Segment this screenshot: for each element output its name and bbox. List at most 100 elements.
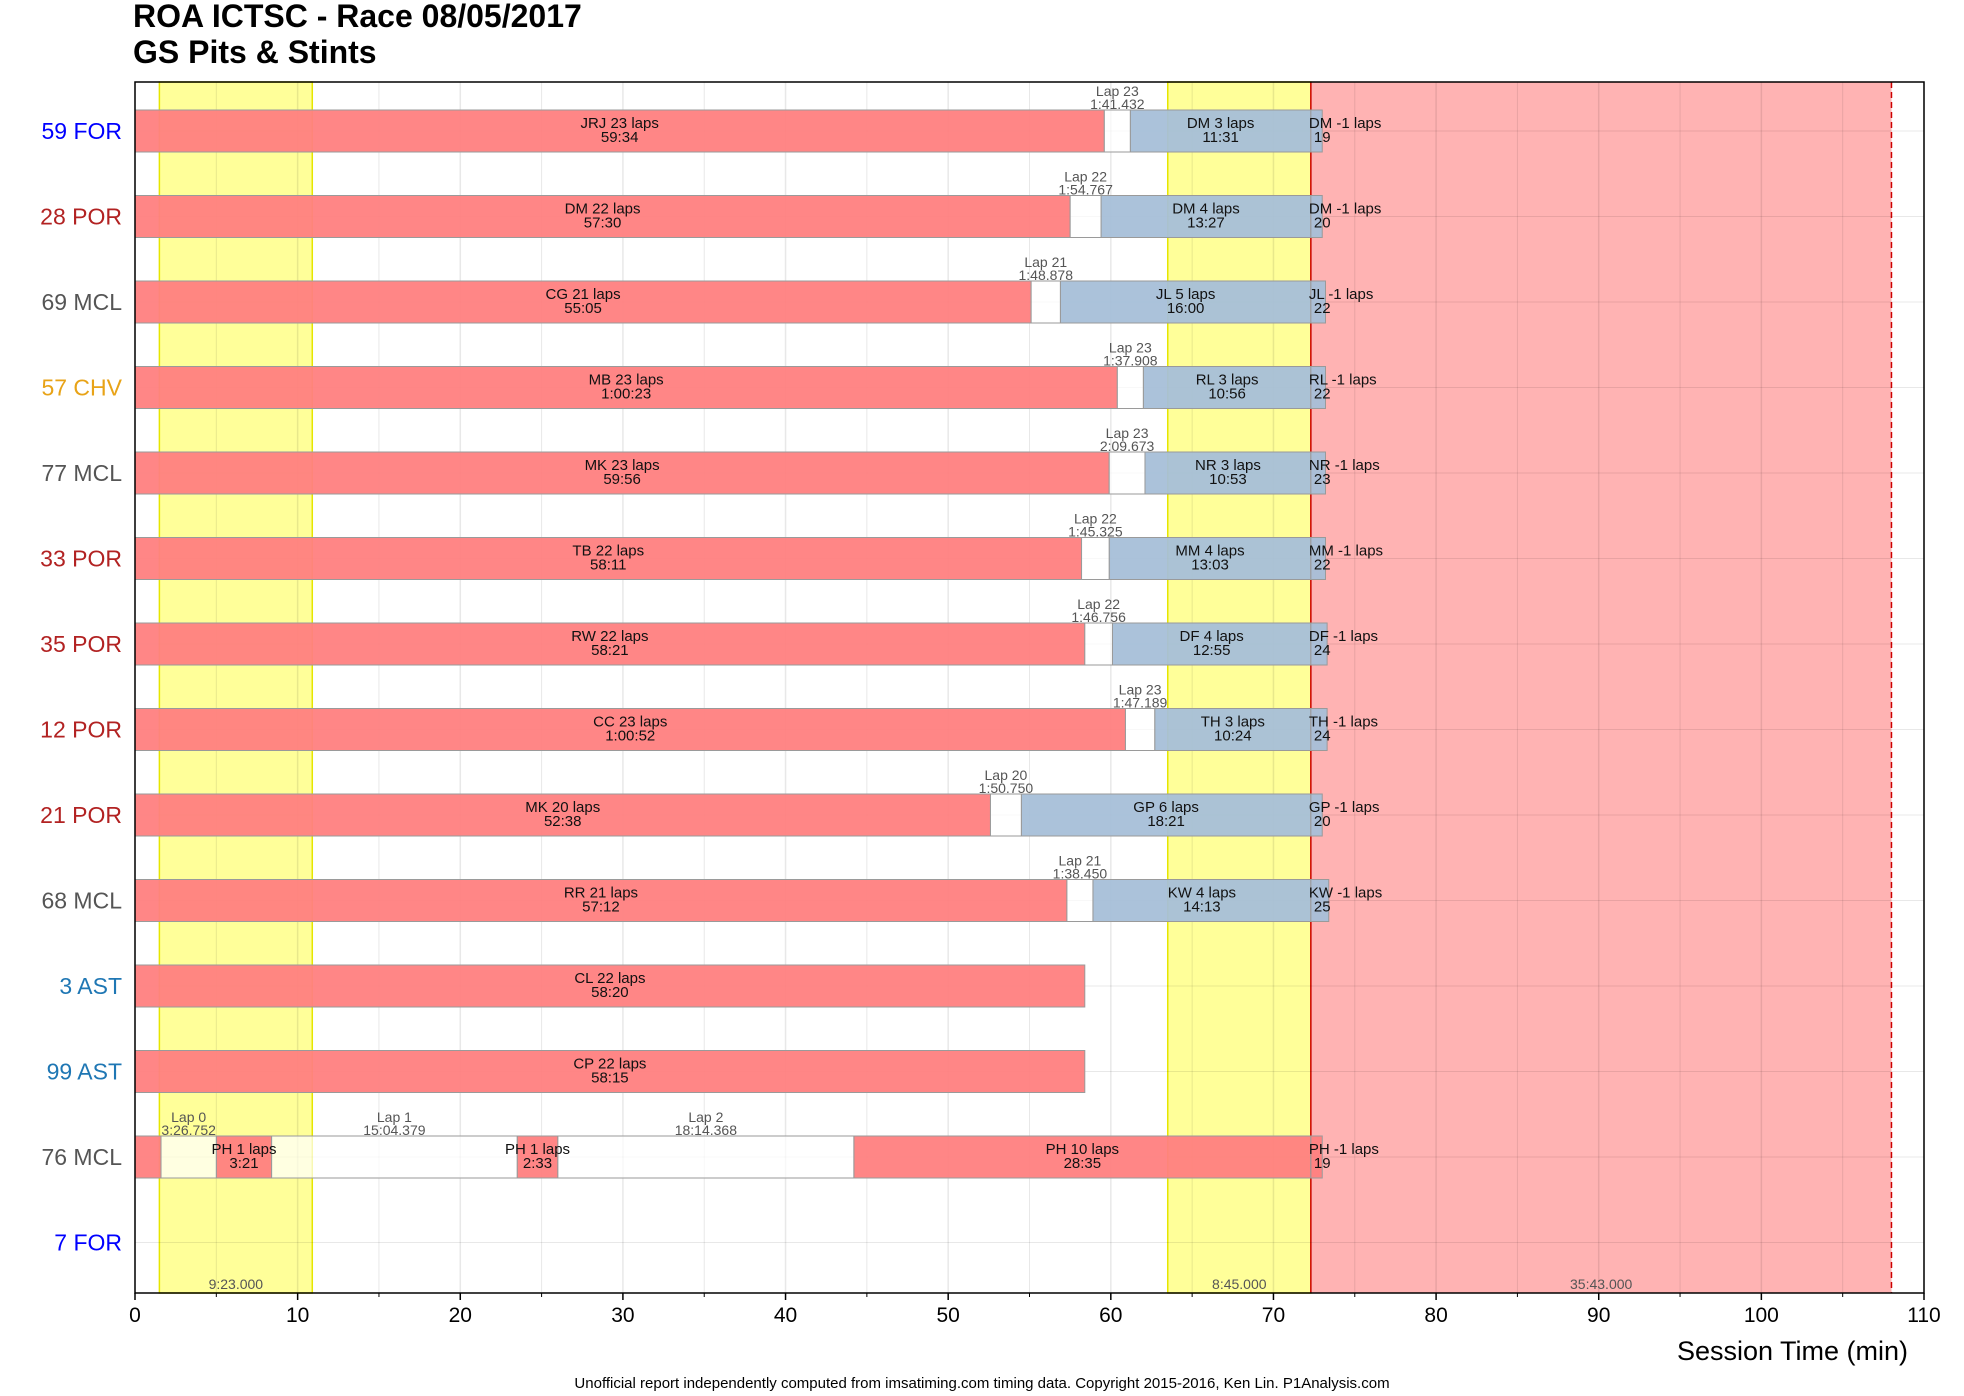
pit-bar — [1084, 622, 1113, 666]
pit-bar — [160, 1135, 217, 1179]
stint-label: JL 5 laps — [1156, 286, 1215, 303]
pit-bar — [1116, 366, 1144, 409]
x-tick-label: 90 — [1587, 1304, 1610, 1327]
pit-lap-label: Lap 22 — [1074, 511, 1117, 527]
stint-bar — [134, 1135, 162, 1179]
stint-duration: 16:00 — [1167, 300, 1205, 317]
car-label: 35 POR — [40, 631, 122, 657]
stint-bar — [134, 708, 1126, 751]
stint-duration: 24 — [1314, 728, 1331, 745]
stint-duration: 18:21 — [1147, 813, 1185, 830]
chart-title-line2: GS Pits & Stints — [133, 34, 377, 70]
pit-lap-label: Lap 23 — [1106, 425, 1149, 441]
stint-label: GP -1 laps — [1309, 799, 1380, 816]
pit-lap-label: Lap 23 — [1109, 340, 1152, 356]
stint-duration: 13:27 — [1187, 215, 1225, 232]
x-tick-label: 10 — [286, 1304, 309, 1327]
stint-label: TH -1 laps — [1309, 714, 1378, 731]
pit-lap-label: Lap 22 — [1077, 596, 1120, 612]
stint-label: TB 22 laps — [572, 543, 644, 560]
stint-duration: 28:35 — [1064, 1155, 1102, 1172]
pit-lap-label: Lap 22 — [1064, 169, 1107, 185]
stint-label: CP 22 laps — [573, 1056, 646, 1073]
pit-duration-label: 1:50.750 — [979, 780, 1034, 796]
stint-duration: 3:21 — [229, 1155, 258, 1172]
pit-bar — [1108, 451, 1146, 495]
car-label: 68 MCL — [41, 888, 122, 914]
finish-period — [1310, 82, 1892, 1293]
car-label: 57 CHV — [41, 375, 122, 401]
stint-bar — [1310, 195, 1323, 238]
pit-duration-label: 15:04.379 — [363, 1122, 425, 1138]
stint-bar — [1154, 708, 1312, 751]
stint-duration: 59:56 — [603, 471, 641, 488]
stint-bar — [1310, 109, 1323, 153]
stint-bar — [134, 195, 1071, 238]
pit-bar — [1103, 109, 1131, 153]
copyright-footer: Unofficial report independently computed… — [574, 1375, 1389, 1392]
stint-duration: 58:11 — [590, 557, 626, 574]
pit-bar — [557, 1135, 855, 1179]
stint-label: NR 3 laps — [1195, 457, 1261, 474]
stint-label: KW 4 laps — [1168, 885, 1236, 902]
stint-bar — [1310, 537, 1326, 580]
pit-duration-label: 18:14.368 — [675, 1122, 737, 1138]
pit-lap-label: Lap 0 — [171, 1109, 206, 1125]
stint-duration: 25 — [1314, 899, 1331, 916]
stint-bar — [1310, 879, 1330, 922]
x-tick-label: 0 — [129, 1304, 141, 1327]
stint-duration: 22 — [1314, 386, 1331, 403]
pit-bar — [1081, 537, 1110, 580]
stint-label: MK 23 laps — [585, 457, 660, 474]
stint-duration: 22 — [1314, 557, 1331, 574]
car-label: 21 POR — [40, 802, 122, 828]
stint-label: CL 22 laps — [574, 970, 645, 987]
stint-duration: 57:12 — [582, 899, 620, 916]
stint-label: MM -1 laps — [1309, 543, 1383, 560]
pit-bar — [1124, 708, 1156, 751]
stint-duration: 24 — [1314, 642, 1331, 659]
stint-label: RL -1 laps — [1309, 372, 1377, 389]
pit-duration-label: 2:09.673 — [1100, 438, 1155, 454]
stint-bar — [1144, 451, 1312, 495]
pit-bar — [271, 1135, 518, 1179]
x-tick-label: 70 — [1262, 1304, 1285, 1327]
stint-duration: 59:34 — [601, 129, 639, 146]
pit-lap-label: Lap 21 — [1024, 254, 1067, 270]
stint-duration: 14:13 — [1183, 899, 1221, 916]
stint-bar — [134, 879, 1068, 922]
caution-period-1 — [1166, 81, 1312, 1294]
pit-lap-label: Lap 1 — [377, 1109, 412, 1125]
caution-duration-label: 9:23.000 — [209, 1276, 264, 1292]
stint-label: RR 21 laps — [564, 885, 638, 902]
stint-bar — [1100, 195, 1312, 238]
stint-bar — [1310, 451, 1326, 495]
car-label: 12 POR — [40, 717, 122, 743]
car-label: 76 MCL — [41, 1144, 122, 1170]
stint-bar — [516, 1135, 559, 1179]
stint-duration: 57:30 — [584, 215, 622, 232]
stint-label: MM 4 laps — [1175, 543, 1244, 560]
x-tick-label: 100 — [1744, 1304, 1779, 1327]
stint-bar — [134, 366, 1118, 409]
stint-bar — [134, 1050, 1086, 1093]
stint-duration: 23 — [1314, 471, 1331, 488]
stint-duration: 58:20 — [591, 984, 629, 1001]
car-label: 77 MCL — [41, 460, 122, 486]
x-tick-label: 110 — [1907, 1304, 1940, 1327]
car-label: 69 MCL — [41, 289, 122, 315]
car-label: 59 FOR — [41, 118, 122, 144]
stint-duration: 12:55 — [1193, 642, 1231, 659]
stint-duration: 19 — [1314, 1155, 1331, 1172]
stint-duration: 55:05 — [564, 300, 602, 317]
stint-bar — [1142, 366, 1312, 409]
chart-title-line1: ROA ICTSC - Race 08/05/2017 — [133, 0, 582, 34]
stint-label: DM 22 laps — [565, 201, 641, 218]
stint-duration: 10:24 — [1214, 728, 1252, 745]
pit-duration-label: 1:45.325 — [1068, 524, 1123, 540]
pit-bar — [989, 793, 1022, 837]
stint-bar — [134, 451, 1110, 495]
x-tick-label: 50 — [937, 1304, 960, 1327]
pit-duration-label: 3:26.752 — [161, 1122, 216, 1138]
